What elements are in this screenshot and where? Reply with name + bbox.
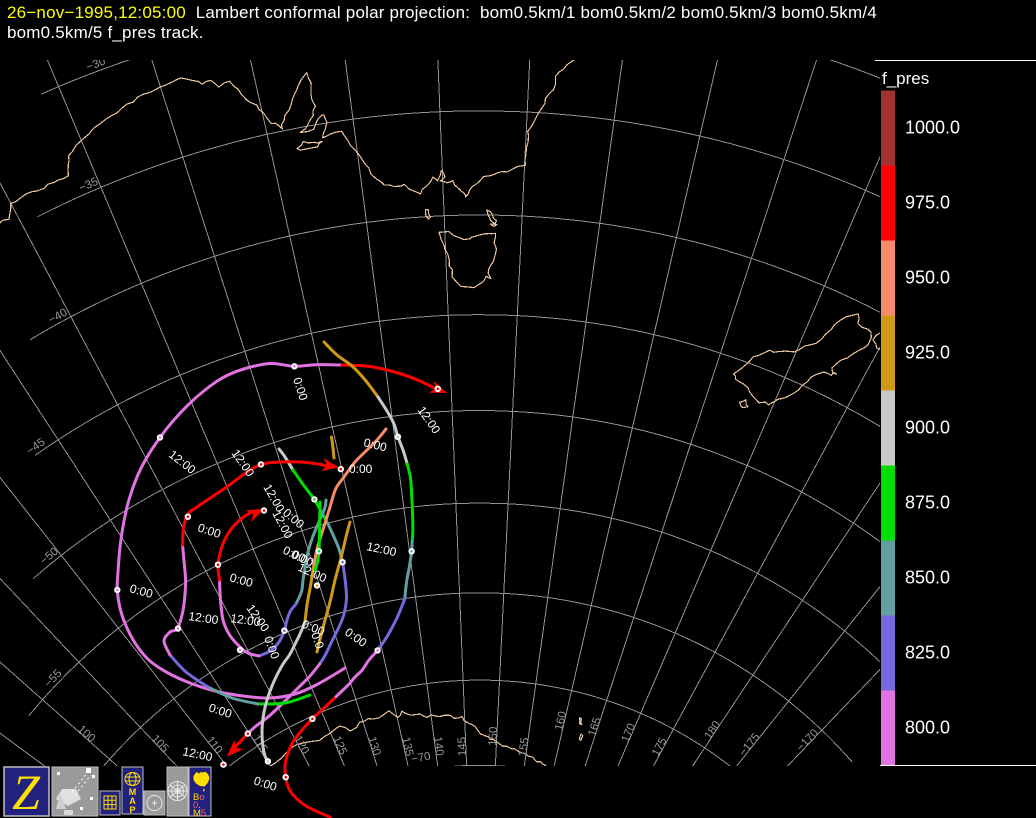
- svg-text:0:00: 0:00: [290, 376, 311, 403]
- svg-text:0:0: 0:0: [308, 630, 327, 651]
- svg-text:12:00: 12:00: [188, 609, 220, 627]
- svg-text:0:00: 0:00: [228, 570, 254, 590]
- svg-text:0:00: 0:00: [362, 435, 388, 454]
- svg-text:0:00: 0:00: [196, 521, 223, 542]
- svg-text:140: 140: [431, 736, 445, 757]
- svg-text:825.0: 825.0: [905, 643, 950, 663]
- svg-text:135: 135: [399, 736, 415, 757]
- svg-text:Z: Z: [12, 764, 41, 818]
- svg-text:155: 155: [517, 737, 532, 758]
- svg-text:M5: M5: [193, 808, 206, 818]
- svg-text:0:00: 0:00: [207, 701, 234, 722]
- svg-text:875.0: 875.0: [905, 493, 950, 513]
- svg-text:12:00: 12:00: [181, 744, 214, 764]
- svg-text:975.0: 975.0: [905, 193, 950, 213]
- svg-text:900.0: 900.0: [905, 418, 950, 438]
- svg-text:0.: 0.: [193, 800, 201, 811]
- svg-text:1000.0: 1000.0: [905, 118, 960, 138]
- svg-text:800.0: 800.0: [905, 718, 950, 738]
- svg-text:0:00: 0:00: [252, 774, 279, 795]
- svg-text:0:00: 0:00: [128, 581, 154, 601]
- svg-text:145: 145: [456, 737, 469, 757]
- svg-text:850.0: 850.0: [905, 568, 950, 588]
- svg-text:P: P: [129, 805, 135, 815]
- svg-text:M: M: [129, 787, 137, 797]
- svg-text:A: A: [129, 796, 136, 806]
- svg-text:160: 160: [553, 710, 569, 731]
- svg-text:12:00: 12:00: [365, 539, 398, 559]
- svg-text:165: 165: [586, 716, 603, 738]
- svg-text:12:00: 12:00: [230, 611, 262, 629]
- svg-text:950.0: 950.0: [905, 268, 950, 288]
- svg-text:−70: −70: [410, 750, 431, 766]
- svg-text:130: 130: [365, 735, 382, 757]
- svg-text:925.0: 925.0: [905, 343, 950, 363]
- svg-text:f_pres: f_pres: [882, 69, 929, 88]
- svg-text:0:00: 0:00: [349, 462, 373, 476]
- svg-text:Bo: Bo: [193, 792, 205, 803]
- svg-text:150: 150: [487, 726, 500, 746]
